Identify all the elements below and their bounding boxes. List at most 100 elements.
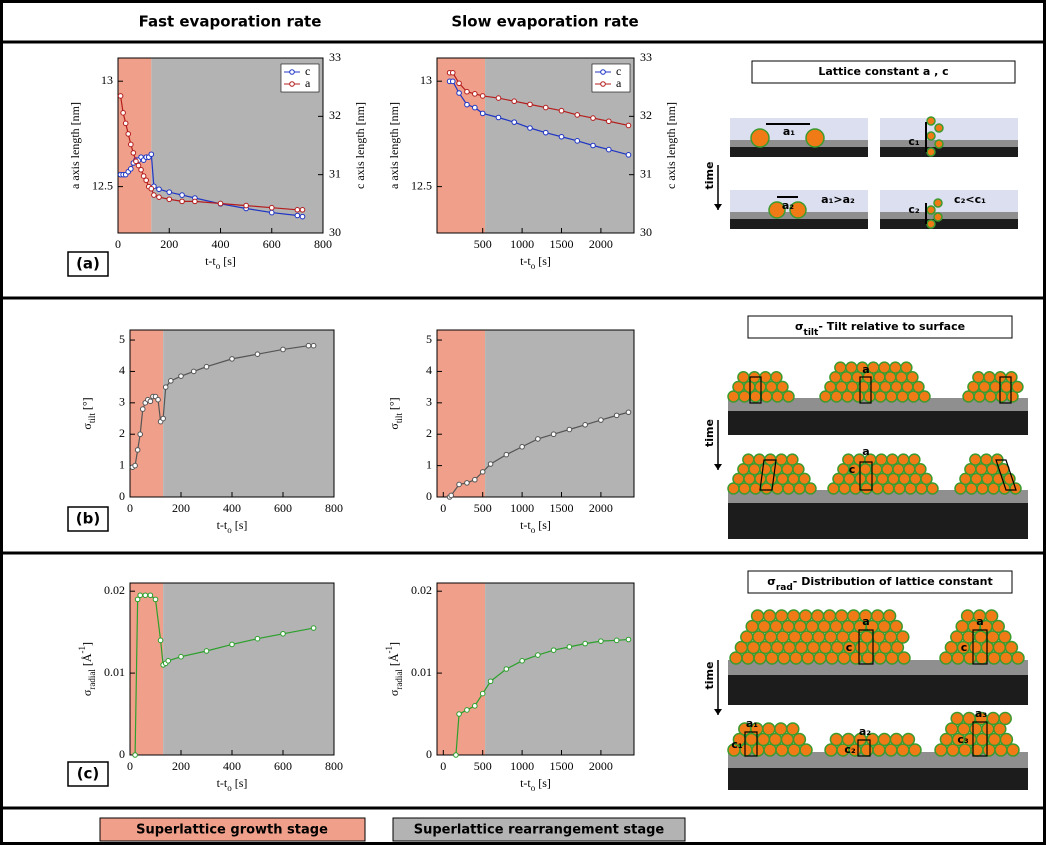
x-axis-label-part: [s] [535,254,551,268]
y-tick-label: 2 [426,426,432,440]
marker [152,596,159,603]
x-tick-label: 200 [172,759,190,773]
unit-cell [859,376,872,404]
nanocrystal [1003,472,1016,486]
x-tick-label: 600 [274,501,292,515]
marker [519,443,525,450]
y-axis-label: σradial [Å-1] [384,642,404,696]
marker [479,93,486,99]
y-tick-label: 0 [426,489,432,503]
x-axis-label: t-to [s] [520,518,551,535]
nanocrystal [980,453,993,466]
x-tick-label: 1500 [550,237,574,251]
y-tick-label: 5 [426,332,432,346]
diagram-label: c₃ [957,733,969,746]
x-axis-label-part: [s] [535,776,551,790]
diagram-label: c₁ [731,738,743,751]
nanocrystal [886,453,899,466]
y2-tick-label: 32 [329,108,341,122]
marker [139,406,146,412]
substrate [730,219,868,229]
y-tick-label: 0.02 [411,583,432,597]
marker [280,630,286,637]
x-tick-label: 500 [474,237,492,251]
marker [179,192,185,198]
marker [135,162,142,169]
x-tick-label: 800 [314,237,332,251]
x-tick-label: 800 [325,759,343,773]
marker [613,412,620,419]
x-tick-label: 0 [440,501,446,515]
marker [582,640,588,647]
marker [125,131,132,137]
diagram-label: c [961,641,968,654]
marker [479,110,486,117]
x-axis-label-part: o [227,783,232,793]
diagram-label: a [862,445,869,458]
marker [133,158,139,165]
y-axis-label: σtilt [°] [80,397,97,429]
y-axis-label-part: σ [387,423,401,430]
nanocrystal [918,390,931,403]
marker [156,194,162,200]
diagram-label: a₁>a₂ [821,193,855,206]
unit-cell [759,459,777,491]
marker [294,207,301,213]
y2-tick-label: 31 [640,166,652,180]
y2-tick-label: 33 [329,50,341,64]
marker [229,641,235,648]
nanocrystal [768,201,786,219]
diagram-title-box [747,315,1013,339]
y-tick-label: 13 [420,73,432,87]
marker [179,198,185,205]
nanocrystal [908,743,922,757]
y2-tick-label: 33 [640,50,652,64]
nanocrystal [1006,743,1020,757]
marker [178,653,184,660]
arrow-head [714,464,722,470]
x-tick-label: 600 [263,237,281,251]
diagram-label: a [976,615,983,628]
x-axis-label: t-to [s] [205,254,236,271]
marker [625,122,632,129]
marker [598,417,604,423]
diagram-label: a₁ [746,717,758,730]
nanocrystal [926,147,936,157]
x-axis-label-part: o [531,525,536,535]
nanocrystal [896,630,910,644]
y-axis-label-part: σ [80,689,94,696]
y-axis-label: a axis length [nm] [68,102,82,189]
y-axis-label-part: ] [387,642,401,646]
marker [472,104,478,111]
nanocrystal [750,128,770,148]
time-label: time [703,662,716,690]
legend-label: c [305,64,310,78]
nanocrystal [774,722,788,736]
marker [527,101,533,108]
marker [268,204,275,211]
x-axis-label-part: t-t [205,254,216,268]
marker [134,447,141,453]
nanocrystal [908,453,921,466]
marker [137,431,143,438]
nanocrystal [926,131,936,141]
nanocrystal [845,361,858,374]
nanocrystal [742,453,755,466]
nanocrystal [889,619,903,634]
rearrangement-stage [163,583,334,755]
marker [625,636,632,643]
x-tick-label: 1500 [550,501,574,515]
legend-label: c [616,64,621,78]
nanocrystal [912,380,925,394]
y-tick-label: 5 [119,332,125,346]
nanocrystal [969,453,982,466]
nanocrystal [897,651,911,665]
x-axis-label-part: o [531,783,536,793]
x-tick-label: 500 [474,759,492,773]
diagram-title-part: - Distribution of lattice constant [793,575,993,588]
marker [132,462,138,469]
marker [550,431,557,438]
diagram-title: σrad- Distribution of lattice constant [767,575,993,593]
y-axis-label-part: σ [387,689,401,696]
y-tick-label: 12.5 [92,178,113,192]
